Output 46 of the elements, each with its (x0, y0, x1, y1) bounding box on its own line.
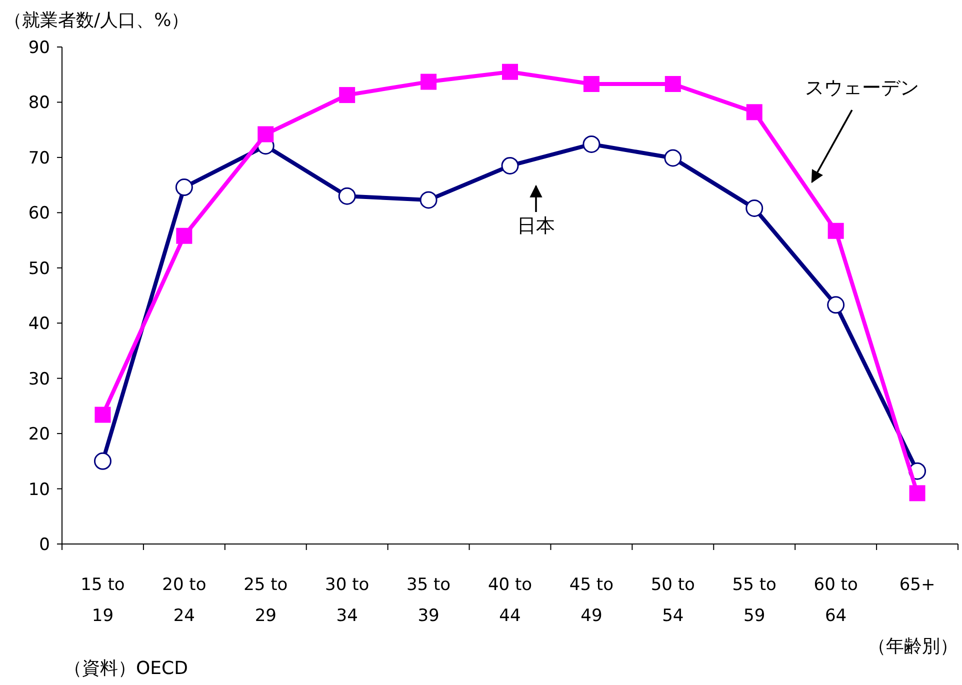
y-tick-label: 30 (28, 369, 50, 390)
point (501, 156, 519, 174)
x-tick-label: 50 to 54 (650, 575, 695, 626)
x-tick-label: 55 to 59 (732, 575, 776, 626)
y-tick-label: 90 (28, 38, 50, 58)
y-tick-label: 0 (39, 535, 50, 555)
x-tick-label: 15 to 19 (80, 575, 125, 626)
y-tick-label: 50 (28, 258, 50, 279)
x-tick-label: 40 to 44 (488, 575, 532, 626)
point (339, 87, 356, 104)
x-axis-title: （年齢別） (868, 636, 958, 657)
point (746, 104, 762, 120)
text: 日本 (517, 215, 555, 237)
point (176, 228, 192, 244)
x-tick-label: 20 to 24 (162, 575, 206, 626)
point (746, 200, 764, 217)
y-axis-title: （就業者数/人口、%） (4, 10, 190, 31)
y-tick-label: 80 (28, 93, 50, 114)
point (258, 126, 274, 142)
text: （資料）OECD (64, 658, 188, 679)
x-tick-label: 65+ (899, 575, 936, 595)
point (502, 64, 518, 80)
point (338, 187, 356, 205)
x-tick-label: 60 to 64 (814, 575, 858, 626)
point (582, 135, 600, 153)
point (583, 76, 600, 92)
point (909, 485, 926, 502)
x-tick-label: 30 to 34 (325, 575, 370, 626)
y-tick-label: 40 (28, 314, 50, 334)
y-tick-label: 20 (28, 424, 50, 445)
y-tick-label: 70 (28, 148, 50, 168)
point (175, 178, 193, 196)
x-tick-label: 45 to 49 (569, 575, 614, 626)
point (664, 76, 681, 92)
point (94, 406, 111, 423)
point (664, 149, 682, 167)
y-tick-label: 10 (28, 480, 50, 500)
point (420, 191, 438, 209)
text: スウェーデン (805, 77, 919, 99)
x-tick-label: 35 to 39 (406, 575, 451, 626)
point (827, 296, 845, 314)
point (94, 452, 112, 470)
point (420, 74, 437, 90)
x-tick-label: 25 to 29 (244, 575, 288, 626)
point (828, 222, 844, 239)
y-tick-label: 60 (28, 204, 50, 224)
